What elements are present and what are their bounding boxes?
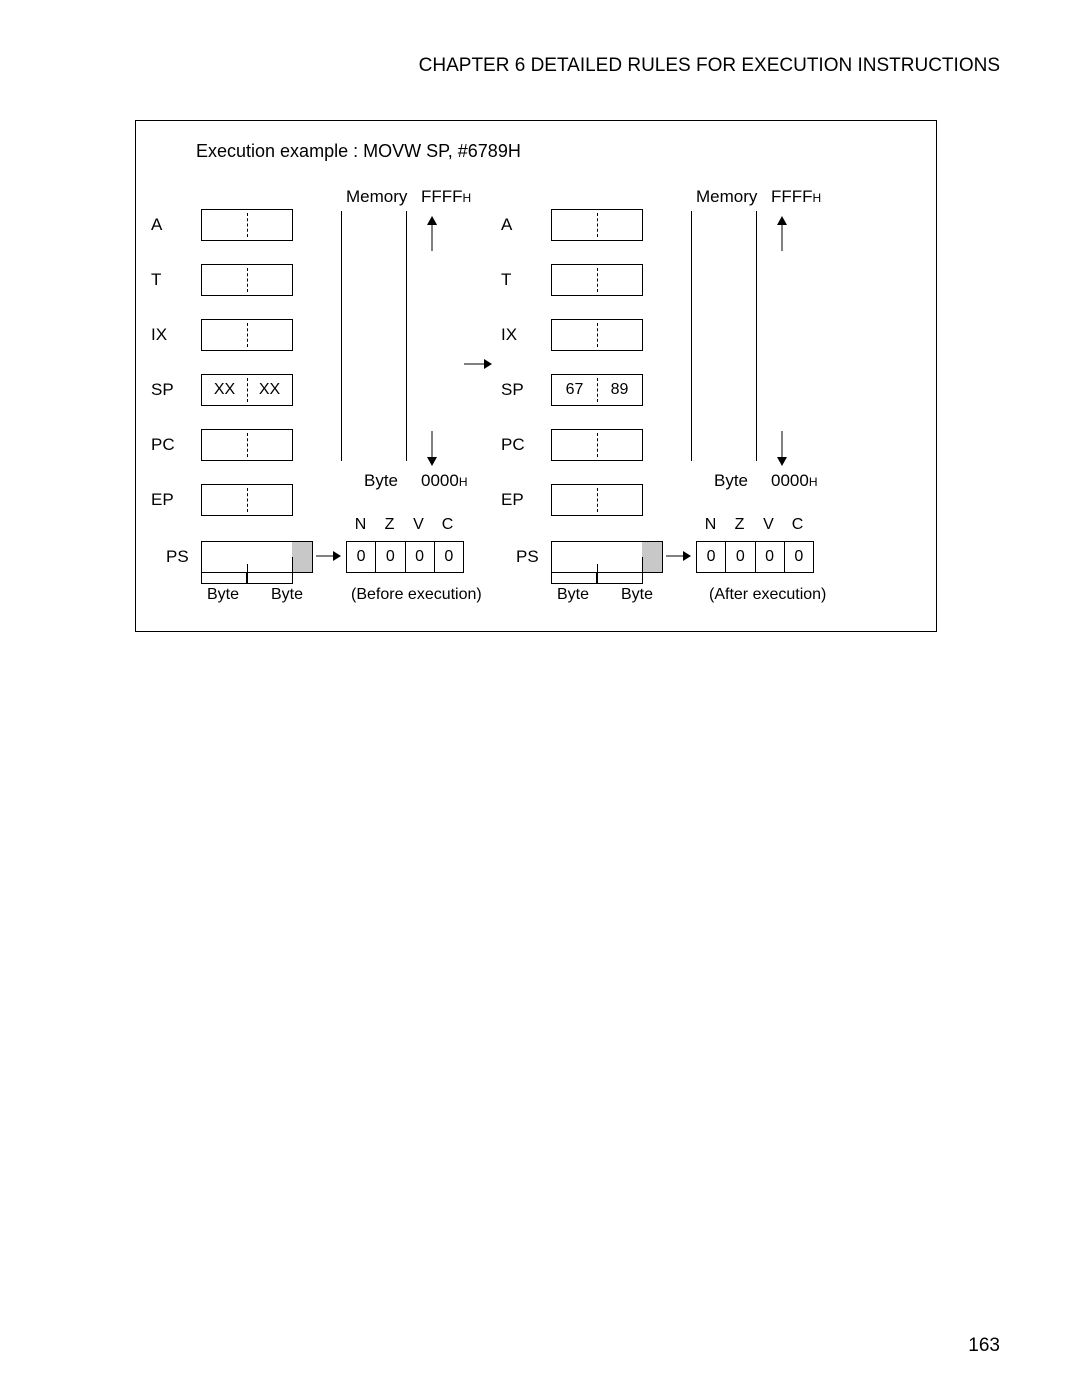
mem-line-left — [341, 211, 342, 461]
reg-IX: IX — [151, 319, 296, 351]
figure-box: Execution example : MOVW SP, #6789H A T … — [135, 120, 937, 632]
mem-arrow-down — [776, 431, 788, 466]
mem-arrow-up — [776, 216, 788, 251]
reg-SP: SP 67 89 — [501, 374, 646, 406]
after-caption: (After execution) — [709, 586, 826, 604]
reg-PC: PC — [151, 429, 296, 461]
ps-arrow — [316, 549, 341, 563]
mem-arrow-down — [426, 431, 438, 466]
flag-header: N Z V C — [696, 516, 812, 534]
zero-label: 0000H — [421, 471, 468, 491]
reg-PC: PC — [501, 429, 646, 461]
before-caption: (Before execution) — [351, 586, 482, 604]
mem-arrow-up — [426, 216, 438, 251]
reg-IX: IX — [501, 319, 646, 351]
reg-T: T — [151, 264, 296, 296]
flag-box: 0 0 0 0 — [696, 541, 814, 573]
reg-A: A — [151, 209, 296, 241]
reg-SP: SP XX XX — [151, 374, 296, 406]
reg-EP: EP — [151, 484, 296, 516]
mem-label: Memory — [346, 187, 407, 207]
ffff-label: FFFFH — [771, 187, 821, 207]
page-number: 163 — [968, 1335, 1000, 1357]
ffff-label: FFFFH — [421, 187, 471, 207]
ps-arrow — [666, 549, 691, 563]
reg-EP: EP — [501, 484, 646, 516]
arrow-right-center — [464, 357, 492, 371]
byte-label: Byte — [364, 471, 398, 491]
mem-label: Memory — [696, 187, 757, 207]
flag-header: N Z V C — [346, 516, 462, 534]
execution-title: Execution example : MOVW SP, #6789H — [196, 141, 521, 162]
flag-box: 0 0 0 0 — [346, 541, 464, 573]
chapter-header: CHAPTER 6 DETAILED RULES FOR EXECUTION I… — [419, 55, 1000, 77]
reg-T: T — [501, 264, 646, 296]
mem-line-right — [406, 211, 407, 461]
reg-A: A — [501, 209, 646, 241]
